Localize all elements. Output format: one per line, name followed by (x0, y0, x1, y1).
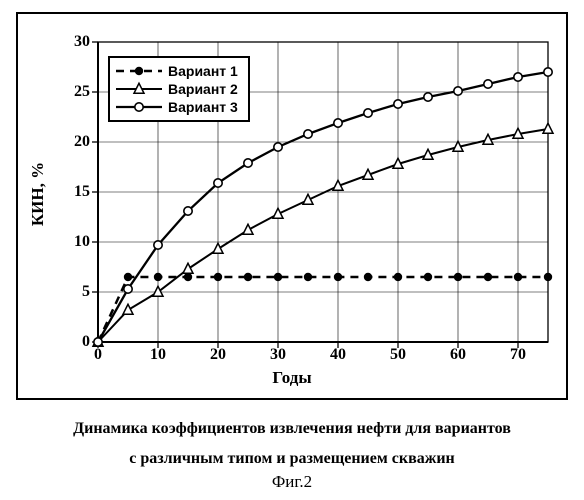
legend-item: Вариант 1 (116, 62, 238, 80)
caption-line-1: Динамика коэффициентов извлечения нефти … (73, 420, 511, 437)
y-tick-label: 25 (50, 83, 90, 101)
y-tick-label: 20 (50, 133, 90, 151)
y-tick-label: 15 (50, 183, 90, 201)
y-tick-label: 5 (50, 283, 90, 301)
legend-item: Вариант 3 (116, 98, 238, 116)
y-axis-label: КИН, % (28, 162, 48, 226)
x-tick-label: 40 (318, 346, 358, 364)
x-tick-label: 30 (258, 346, 298, 364)
figure-caption: Динамика коэффициентов извлечения нефти … (0, 414, 584, 475)
caption-line-2: с различным типом и размещением скважин (129, 450, 455, 467)
x-axis-label: Годы (18, 368, 566, 388)
figure-number: Фиг.2 (0, 472, 584, 492)
x-tick-label: 60 (438, 346, 478, 364)
x-tick-label: 50 (378, 346, 418, 364)
y-tick-label: 10 (50, 233, 90, 251)
x-tick-label: 20 (198, 346, 238, 364)
legend-label: Вариант 2 (168, 81, 238, 97)
x-tick-label: 10 (138, 346, 178, 364)
x-tick-label: 0 (78, 346, 118, 364)
figure-container: КИН, % Годы 051015202530 010203040506070… (0, 0, 584, 500)
legend-item: Вариант 2 (116, 80, 238, 98)
legend-label: Вариант 3 (168, 99, 238, 115)
chart-outer-frame: КИН, % Годы 051015202530 010203040506070… (16, 12, 568, 400)
x-tick-label: 70 (498, 346, 538, 364)
legend: Вариант 1 Вариант 2 Вариант 3 (108, 56, 250, 122)
y-tick-label: 30 (50, 33, 90, 51)
legend-label: Вариант 1 (168, 63, 238, 79)
